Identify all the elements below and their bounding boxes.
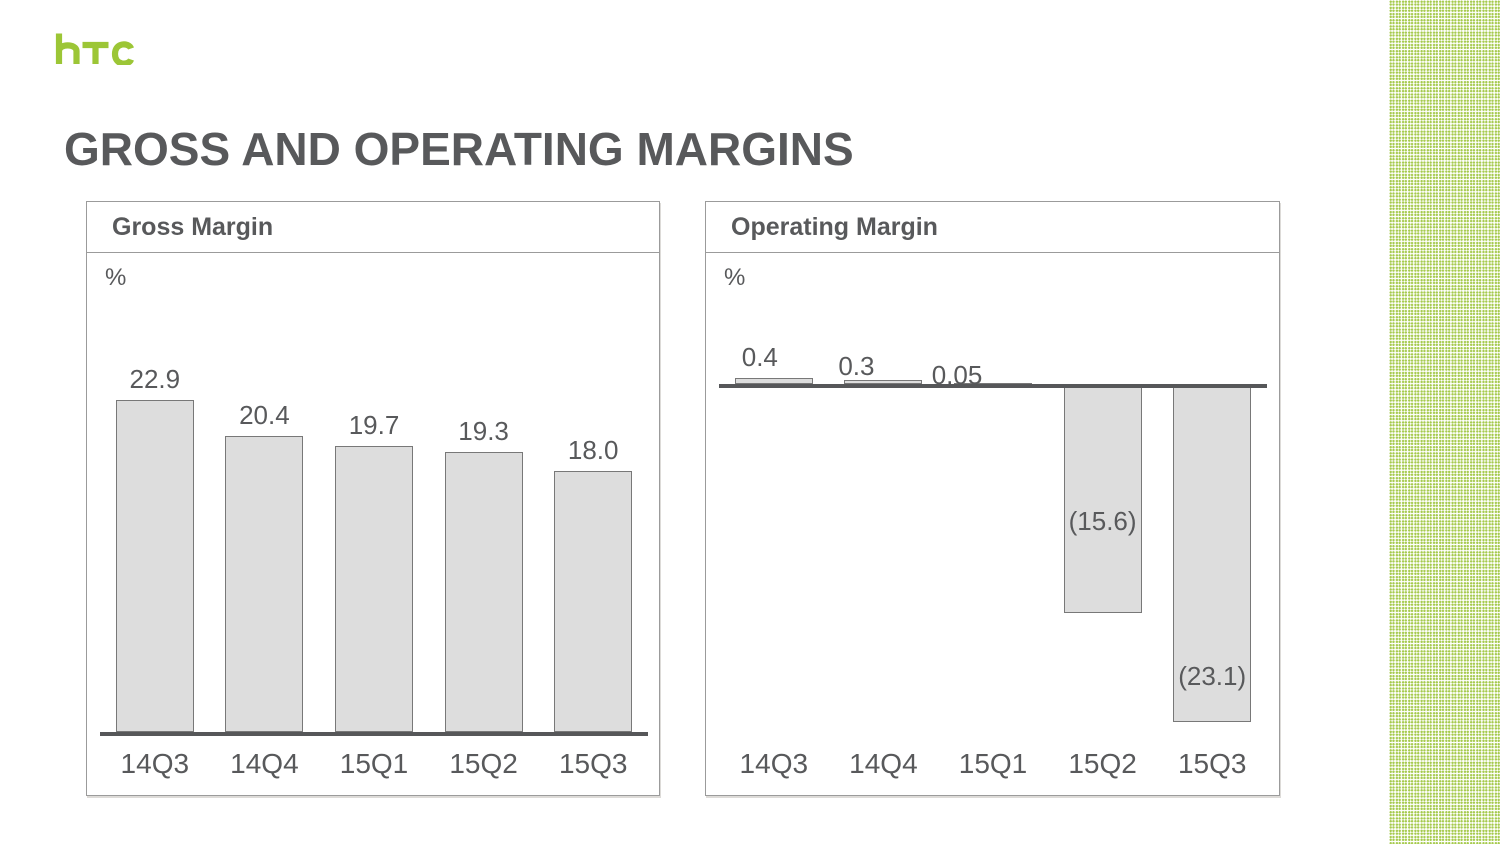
htc-logo xyxy=(55,33,134,65)
gross-margin-title: Gross Margin xyxy=(112,212,274,241)
category-label-14Q4: 14Q4 xyxy=(230,748,299,779)
operating-margin-plot: 0.4 14Q3 0.3 14Q4 0.05 15Q1 (15.6) 15Q2 (23.1) 15… xyxy=(706,202,1279,795)
gross-margin-panel: Gross Margin % 22.9 14Q3 20.4 14Q4 19.7 15Q1 1… xyxy=(86,201,660,796)
operating-margin-title: Operating Margin xyxy=(731,212,938,241)
value-label-14Q4: 20.4 xyxy=(239,400,290,430)
value-label-14Q4: 0.3 xyxy=(838,351,875,381)
bar-15Q1 xyxy=(335,446,413,732)
x-axis-line xyxy=(100,732,648,736)
slide-title: GROSS AND OPERATING MARGINS xyxy=(64,123,854,175)
bar-14Q4 xyxy=(844,380,923,384)
operating-margin-panel: Operating Margin % 0.4 14Q3 0.3 14Q4 0.05 15Q… xyxy=(705,201,1280,796)
bar-14Q3 xyxy=(115,400,194,732)
category-label-14Q3: 14Q3 xyxy=(120,748,190,779)
dot-pattern-strip xyxy=(1389,0,1500,844)
logo-letter-t xyxy=(82,41,109,64)
category-label-15Q1: 15Q1 xyxy=(958,748,1028,779)
bar-14Q4 xyxy=(225,436,304,732)
bar-15Q3 xyxy=(554,471,633,732)
value-label-15Q2: (15.6) xyxy=(1068,506,1137,536)
logo-letter-h xyxy=(55,33,80,64)
bar-15Q2 xyxy=(1063,387,1142,613)
bar-15Q2 xyxy=(444,452,523,732)
operating-margin-header: Operating Margin xyxy=(706,202,1279,253)
value-label-15Q3: 18.0 xyxy=(567,435,619,465)
value-label-14Q3: 22.9 xyxy=(129,364,181,394)
category-label-14Q3: 14Q3 xyxy=(739,748,809,779)
value-label-15Q2: 19.3 xyxy=(458,416,509,446)
category-label-15Q2: 15Q2 xyxy=(1068,748,1137,779)
category-label-14Q4: 14Q4 xyxy=(849,748,918,779)
value-label-14Q3: 0.4 xyxy=(741,342,778,372)
bar-15Q3 xyxy=(1173,387,1252,722)
category-label-15Q2: 15Q2 xyxy=(449,748,518,779)
value-label-15Q3: (23.1) xyxy=(1178,661,1247,691)
operating-margin-unit-label: % xyxy=(724,264,746,291)
gross-margin-header: Gross Margin xyxy=(87,202,659,253)
gross-margin-unit-label: % xyxy=(105,264,127,291)
gross-margin-plot: 22.9 14Q3 20.4 14Q4 19.7 15Q1 19.3 15Q2 18.0 15Q3 xyxy=(87,202,659,795)
value-label-15Q1: 19.7 xyxy=(348,410,400,440)
category-label-15Q3: 15Q3 xyxy=(1177,748,1247,779)
logo-letter-c xyxy=(111,41,134,65)
zero-line xyxy=(719,384,1267,388)
category-label-15Q1: 15Q1 xyxy=(339,748,409,779)
category-label-15Q3: 15Q3 xyxy=(558,748,628,779)
bar-14Q3 xyxy=(734,378,813,384)
